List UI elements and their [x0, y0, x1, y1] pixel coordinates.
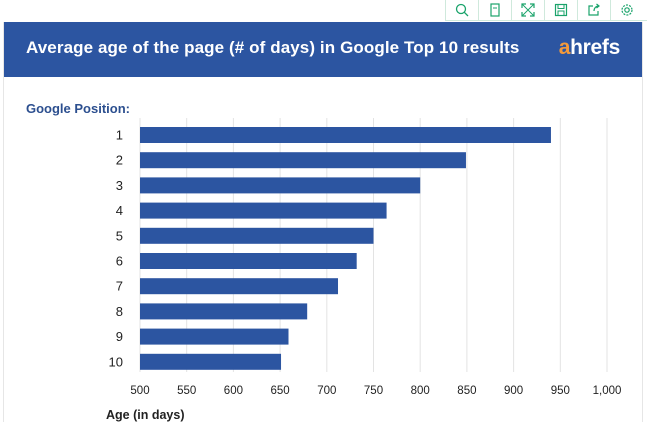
- bar: [140, 177, 421, 194]
- settings-icon[interactable]: [610, 0, 643, 20]
- x-tick-label: 900: [504, 385, 523, 397]
- x-tick-label: 950: [551, 385, 570, 397]
- y-tick-label: 6: [116, 254, 123, 269]
- y-tick-label: 10: [109, 354, 123, 369]
- y-axis-title: Google Position:: [26, 101, 130, 116]
- bar: [140, 127, 551, 143]
- y-tick-label: 4: [116, 203, 123, 218]
- bar: [140, 353, 282, 370]
- chart-title: Average age of the page (# of days) in G…: [26, 38, 520, 57]
- bar: [140, 328, 289, 345]
- y-tick-label: 1: [116, 128, 123, 143]
- y-tick-label: 7: [116, 279, 123, 294]
- save-icon[interactable]: [544, 0, 577, 20]
- x-tick-label: 850: [457, 385, 476, 397]
- x-tick-label: 550: [177, 385, 196, 397]
- x-tick-label: 750: [364, 385, 383, 397]
- chart-toolbar: [445, 0, 647, 21]
- x-tick-label: 600: [224, 385, 243, 397]
- bar: [140, 152, 466, 169]
- x-tick-label: 650: [271, 385, 290, 397]
- bar: [140, 253, 357, 269]
- y-tick-label: 5: [116, 228, 123, 243]
- ahrefs-logo: ahrefs: [558, 36, 621, 60]
- search-zoom-icon[interactable]: [445, 0, 478, 20]
- chart-card: Average age of the page (# of days) in G…: [3, 22, 643, 422]
- logo-text: hrefs: [570, 36, 620, 59]
- bar: [140, 303, 308, 320]
- x-tick-label: 800: [411, 385, 430, 397]
- y-tick-label: 3: [116, 178, 123, 193]
- y-tick-label: 8: [116, 304, 123, 319]
- y-tick-label: 2: [116, 153, 123, 168]
- y-tick-label: 9: [116, 329, 123, 344]
- x-tick-label: 1,000: [593, 385, 622, 397]
- share-icon[interactable]: [577, 0, 610, 20]
- copy-icon[interactable]: [478, 0, 511, 20]
- bar: [140, 227, 374, 244]
- bar: [140, 278, 339, 295]
- x-tick-label: 700: [317, 385, 336, 397]
- chart-header: Average age of the page (# of days) in G…: [4, 22, 642, 77]
- bar: [140, 202, 387, 219]
- x-tick-label: 500: [130, 385, 149, 397]
- x-axis-title: Age (in days): [106, 408, 185, 422]
- logo-accent-letter: a: [558, 36, 571, 59]
- fullscreen-icon[interactable]: [511, 0, 544, 20]
